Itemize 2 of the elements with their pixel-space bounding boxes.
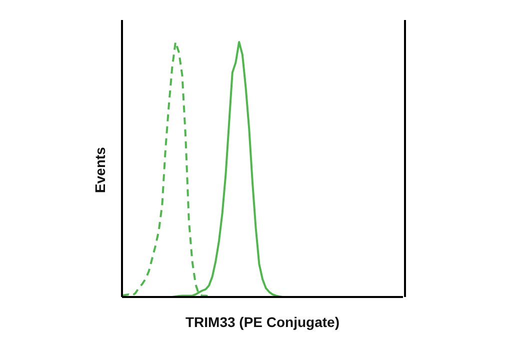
y-axis-title: Events <box>92 146 108 192</box>
x-axis-title: TRIM33 (PE Conjugate) <box>185 314 340 330</box>
